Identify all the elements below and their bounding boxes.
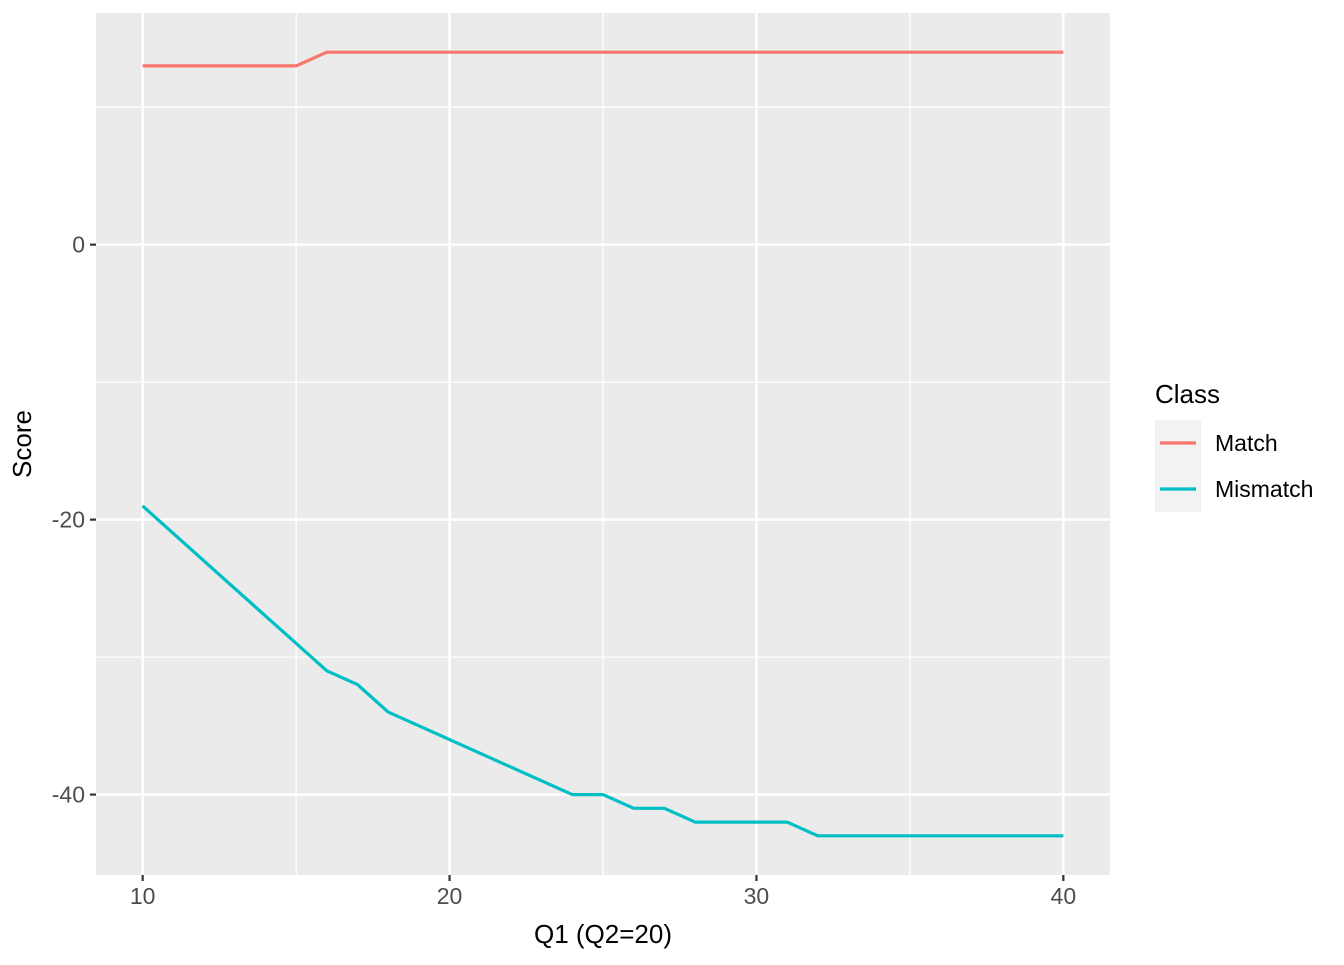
x-tick-label-30: 30 xyxy=(744,883,770,909)
legend-title: Class xyxy=(1155,379,1220,409)
series-line-match xyxy=(142,50,1064,68)
y-axis-title: Score xyxy=(7,410,37,478)
y-tick-label--20: -20 xyxy=(52,507,85,533)
x-tick-label-40: 40 xyxy=(1051,883,1077,909)
x-axis-title: Q1 (Q2=20) xyxy=(534,919,672,949)
legend-label-mismatch: Mismatch xyxy=(1215,476,1313,502)
x-tick-label-20: 20 xyxy=(437,883,463,909)
x-tick-label-10: 10 xyxy=(130,883,156,909)
y-tick-label--40: -40 xyxy=(52,782,85,808)
y-tick-label-0: 0 xyxy=(72,232,85,258)
legend-label-match: Match xyxy=(1215,430,1278,456)
legend: Class Match Mismatch xyxy=(1155,379,1313,512)
series-line-mismatch xyxy=(141,504,1064,838)
plot-panel-layer: 10 20 30 40 0 -20 -40 xyxy=(52,13,1110,909)
